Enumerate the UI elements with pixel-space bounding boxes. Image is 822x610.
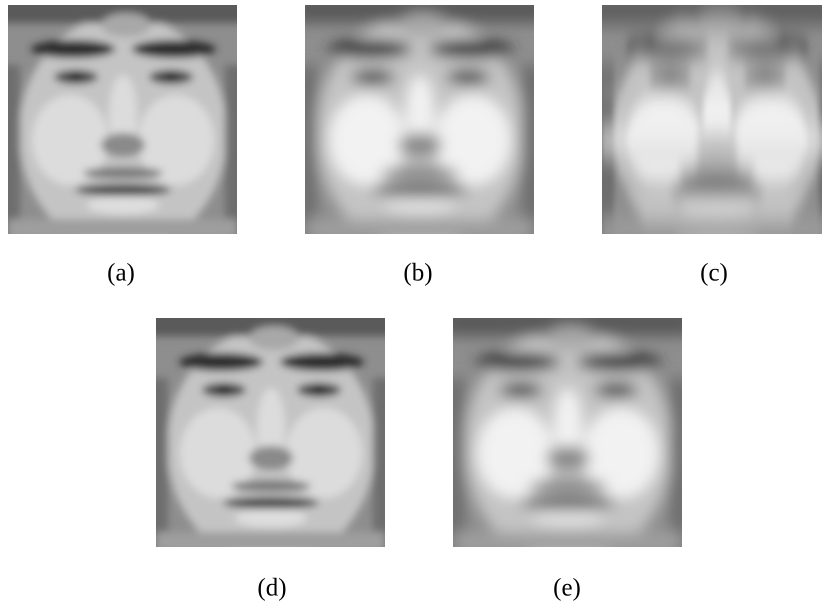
panel-label: (e) <box>553 575 581 602</box>
face-feature <box>217 384 231 394</box>
face-feature <box>164 71 178 81</box>
band <box>602 155 822 160</box>
panel-image <box>8 5 237 234</box>
face-feature <box>305 219 534 234</box>
face-feature <box>435 95 511 185</box>
face-feature <box>625 40 709 58</box>
face-feature <box>609 384 623 394</box>
face <box>602 5 822 234</box>
face-feature <box>532 509 604 527</box>
face-feature <box>476 353 560 371</box>
face-feature <box>8 219 237 234</box>
face-feature <box>677 167 757 179</box>
band <box>602 181 822 185</box>
face-feature <box>329 95 405 185</box>
face-feature <box>461 71 475 81</box>
panel-image <box>602 5 822 234</box>
face-feature <box>726 40 810 58</box>
face-feature <box>328 40 412 58</box>
face-feature <box>546 446 590 470</box>
face-feature <box>398 13 448 37</box>
face-feature <box>384 196 456 214</box>
face-feature <box>528 480 608 492</box>
face-feature <box>179 353 263 371</box>
face-feature <box>8 65 20 234</box>
face-feature <box>32 95 108 185</box>
face-feature <box>223 497 319 509</box>
face <box>305 5 534 234</box>
face-feature <box>453 378 465 547</box>
face-feature <box>477 408 553 498</box>
face-feature <box>235 509 307 527</box>
face-feature <box>249 446 293 470</box>
face-feature <box>583 408 659 498</box>
face-feature <box>156 532 385 547</box>
face-feature <box>249 326 299 350</box>
face-feature <box>522 65 534 234</box>
face-feature <box>398 133 442 157</box>
panel-image <box>453 318 682 547</box>
face-feature <box>373 378 385 547</box>
face-feature <box>681 196 753 214</box>
face-feature <box>305 65 317 234</box>
face-feature <box>231 480 311 492</box>
face-feature <box>663 71 677 81</box>
face <box>453 318 682 547</box>
face-feature <box>546 326 596 350</box>
face-feature <box>520 497 616 509</box>
face-feature <box>695 13 745 37</box>
band <box>602 90 822 96</box>
face-feature <box>75 184 171 196</box>
face-feature <box>156 378 168 547</box>
face-feature <box>180 408 256 498</box>
panel-label: (b) <box>403 260 432 287</box>
face-feature <box>514 384 528 394</box>
face-feature <box>453 532 682 547</box>
face-feature <box>602 219 822 234</box>
face-feature <box>101 13 151 37</box>
face-feature <box>132 40 216 58</box>
panel-image <box>305 5 534 234</box>
face-feature <box>758 71 772 81</box>
face-feature <box>138 95 214 185</box>
panel-label: (a) <box>107 260 135 287</box>
band <box>602 125 822 155</box>
face-feature <box>87 196 159 214</box>
face-feature <box>670 378 682 547</box>
face <box>8 5 237 234</box>
face-feature <box>372 184 468 196</box>
face-feature <box>225 65 237 234</box>
panel-image <box>156 318 385 547</box>
face-feature <box>429 40 513 58</box>
face <box>156 318 385 547</box>
face-feature <box>31 40 115 58</box>
face-feature <box>69 71 83 81</box>
panel-label: (d) <box>257 575 286 602</box>
face-feature <box>577 353 661 371</box>
face-feature <box>380 167 460 179</box>
face-feature <box>286 408 362 498</box>
face-feature <box>669 184 765 196</box>
face-feature <box>83 167 163 179</box>
panel-label: (c) <box>700 260 728 287</box>
face-feature <box>280 353 364 371</box>
face-feature <box>366 71 380 81</box>
face-feature <box>312 384 326 394</box>
face-feature <box>101 133 145 157</box>
